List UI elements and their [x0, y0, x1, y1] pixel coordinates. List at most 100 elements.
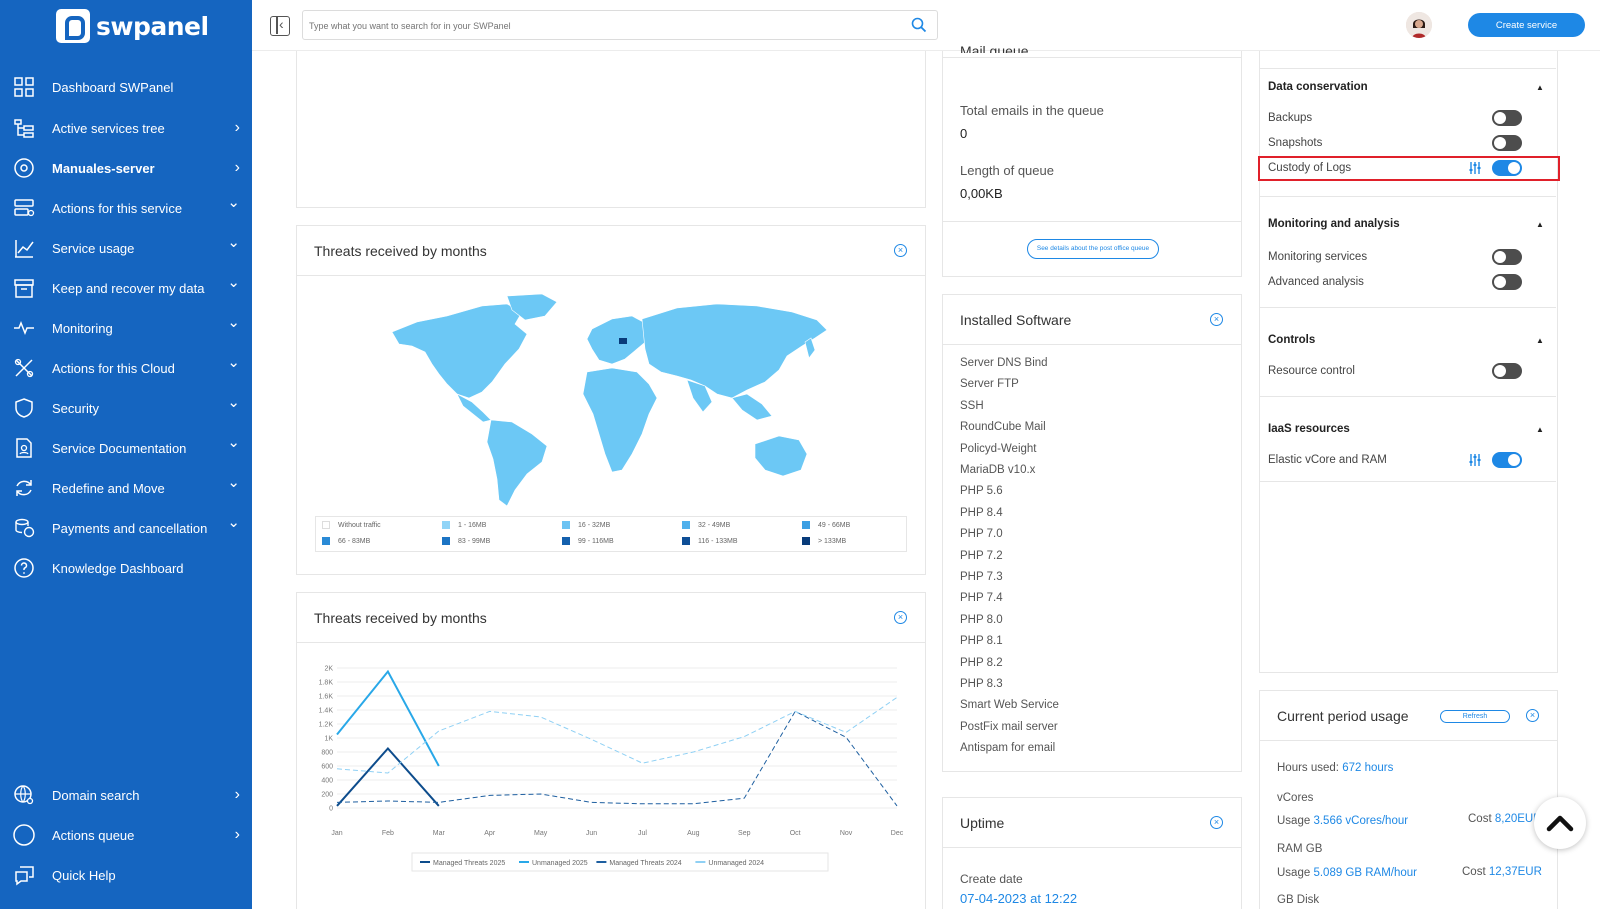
close-icon[interactable]: × — [894, 611, 907, 624]
legend-item: 99 - 116MB — [562, 537, 614, 545]
sidebar-item-monitoring[interactable]: Monitoring ⌄ — [0, 310, 252, 346]
sidebar-item-knowledge[interactable]: Knowledge Dashboard — [0, 550, 252, 586]
chevron-up-icon — [1546, 815, 1574, 832]
legend-item: 32 - 49MB — [682, 521, 730, 529]
y-tick-label: 1.4K — [319, 708, 334, 715]
monitoring-services-toggle[interactable] — [1492, 249, 1522, 265]
vcores-usage-value: 3.566 vCores/hour — [1313, 815, 1409, 827]
x-tick-label: Aug — [687, 830, 700, 837]
document-user-icon — [16, 438, 32, 458]
vcores-cost-label: Cost — [1468, 813, 1492, 825]
advanced-analysis-toggle[interactable] — [1492, 274, 1522, 290]
settings-sliders-icon[interactable] — [1468, 161, 1482, 175]
divider — [943, 57, 1241, 58]
legend-item: 1 - 16MB — [442, 521, 486, 529]
tools-icon — [14, 358, 34, 378]
close-icon[interactable]: × — [1210, 313, 1223, 326]
legend-item: 83 - 99MB — [442, 537, 490, 545]
legend-item: Without traffic — [322, 521, 381, 529]
chevron-right-icon: › — [234, 786, 240, 803]
dashboard-icon — [14, 77, 34, 97]
chevron-right-icon: › — [234, 826, 240, 843]
disk-label: GB Disk — [1277, 894, 1320, 906]
sidebar-item-quick-help[interactable]: Quick Help — [0, 857, 252, 893]
sidebar-toggle-button[interactable] — [270, 16, 290, 36]
sidebar-item-domain-search[interactable]: Domain search › — [0, 777, 252, 813]
software-item: PostFix mail server — [960, 720, 1058, 733]
close-icon[interactable]: × — [1526, 709, 1539, 722]
sidebar-item-service-documentation[interactable]: Service Documentation ⌄ — [0, 430, 252, 466]
software-item: PHP 7.4 — [960, 592, 1003, 605]
sidebar-item-label: Dashboard SWPanel — [52, 79, 174, 95]
y-tick-label: 400 — [321, 778, 333, 785]
close-icon[interactable]: × — [894, 244, 907, 257]
server-actions-icon — [14, 199, 35, 217]
settings-panel — [1259, 51, 1558, 673]
sidebar-item-active-services-tree[interactable]: Active services tree › — [0, 110, 252, 146]
collapse-icon[interactable]: ▲ — [1536, 220, 1544, 229]
legend-item: 66 - 83MB — [322, 537, 370, 545]
y-tick-label: 2K — [324, 666, 333, 673]
queue-details-button[interactable]: See details about the post office queue — [1027, 239, 1159, 259]
x-tick-label: Nov — [840, 830, 853, 837]
close-icon[interactable]: × — [1210, 816, 1223, 829]
swpanel-logo[interactable]: swpanel — [56, 9, 209, 43]
queue-length-value: 0,00KB — [960, 186, 1003, 201]
search-input[interactable] — [309, 17, 889, 35]
sidebar-item-actions-queue[interactable]: Actions queue › — [0, 817, 252, 853]
map-region-central-america — [456, 393, 492, 423]
sidebar-item-actions-cloud[interactable]: Actions for this Cloud ⌄ — [0, 350, 252, 386]
software-item: PHP 8.2 — [960, 656, 1003, 669]
scroll-to-top-button[interactable] — [1534, 797, 1586, 849]
current-usage-panel: Current period usage Refresh × Hours use… — [1259, 690, 1558, 909]
collapse-icon[interactable]: ▲ — [1536, 425, 1544, 434]
help-circle-icon — [14, 558, 34, 578]
chevron-down-icon: ⌄ — [227, 394, 240, 411]
vcores-usage-label: Usage — [1277, 815, 1311, 827]
refresh-button[interactable]: Refresh — [1440, 710, 1510, 723]
x-tick-label: Oct — [790, 830, 801, 837]
backups-toggle[interactable] — [1492, 110, 1522, 126]
sidebar-item-label: Actions for this service — [52, 200, 183, 216]
custody-logs-toggle[interactable] — [1492, 160, 1522, 176]
settings-sliders-icon[interactable] — [1468, 453, 1482, 467]
avatar[interactable] — [1406, 12, 1432, 38]
collapse-icon[interactable]: ▲ — [1536, 83, 1544, 92]
ram-usage-label: Usage — [1277, 867, 1311, 879]
sidebar-item-payments[interactable]: Payments and cancellation ⌄ — [0, 510, 252, 546]
divider — [943, 221, 1241, 222]
collapse-icon[interactable]: ▲ — [1536, 336, 1544, 345]
x-tick-label: Dec — [891, 830, 904, 837]
sidebar-item-dashboard[interactable]: Dashboard SWPanel — [0, 69, 252, 105]
server-disc-icon — [14, 158, 34, 178]
elastic-vcore-toggle[interactable] — [1492, 452, 1522, 468]
software-item: Smart Web Service — [960, 699, 1059, 712]
sidebar-item-service-usage[interactable]: Service usage ⌄ — [0, 230, 252, 266]
x-tick-label: Sep — [738, 830, 751, 837]
sidebar-item-label: Service usage — [52, 240, 135, 256]
backups-label: Backups — [1268, 112, 1313, 124]
section-title-data-conservation: Data conservation — [1268, 81, 1368, 93]
create-date-label: Create date — [960, 872, 1023, 886]
resource-control-label: Resource control — [1268, 365, 1355, 377]
sidebar-item-security[interactable]: Security ⌄ — [0, 390, 252, 426]
ram-cost-value: 12,37EUR — [1488, 866, 1542, 878]
legend-item: > 133MB — [802, 537, 846, 545]
sidebar-item-manuales-server[interactable]: Manuales-server › — [0, 150, 252, 186]
y-tick-label: 0 — [329, 806, 333, 813]
sidebar-item-keep-recover[interactable]: Keep and recover my data ⌄ — [0, 270, 252, 306]
sidebar-item-label: Security — [52, 400, 99, 416]
resource-control-toggle[interactable] — [1492, 363, 1522, 379]
search-icon[interactable] — [911, 17, 927, 33]
legend-swatch — [802, 521, 810, 529]
vcores-cost: Cost 8,20EUR — [1468, 813, 1542, 825]
map-legend: Without traffic 1 - 16MB 16 - 32MB 32 - 49M… — [315, 516, 907, 552]
snapshots-toggle[interactable] — [1492, 135, 1522, 151]
legend-swatch — [682, 537, 690, 545]
legend-swatch — [322, 521, 330, 529]
legend-label: Unmanaged 2024 — [708, 860, 764, 867]
legend-swatch — [562, 537, 570, 545]
sidebar-item-actions-service[interactable]: Actions for this service ⌄ — [0, 190, 252, 226]
sidebar-item-redefine-move[interactable]: Redefine and Move ⌄ — [0, 470, 252, 506]
create-service-button[interactable]: Create service — [1468, 13, 1585, 37]
